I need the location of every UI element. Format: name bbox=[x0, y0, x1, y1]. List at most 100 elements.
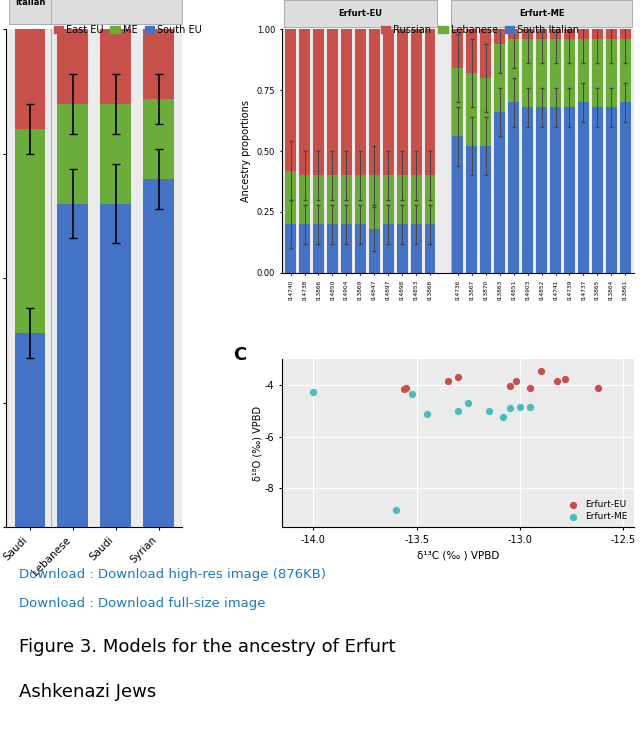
Bar bbox=[100, 29, 131, 104]
Bar bbox=[15, 29, 45, 129]
Bar bbox=[536, 29, 547, 39]
Bar bbox=[550, 39, 561, 107]
Y-axis label: δ¹⁸O (‰) VPBD: δ¹⁸O (‰) VPBD bbox=[252, 405, 262, 481]
Bar bbox=[369, 175, 380, 229]
Bar bbox=[369, 229, 380, 273]
Bar bbox=[564, 39, 575, 107]
Bar bbox=[327, 175, 338, 224]
Bar bbox=[15, 333, 45, 527]
Bar bbox=[620, 39, 630, 103]
Erfurt-EU bbox=[560, 373, 570, 385]
Erfurt-EU bbox=[442, 375, 452, 387]
Bar bbox=[550, 29, 561, 39]
Bar bbox=[355, 175, 365, 224]
Bar bbox=[327, 224, 338, 273]
Bar bbox=[536, 39, 547, 107]
Text: P=0.71: P=0.71 bbox=[459, 4, 463, 24]
Bar bbox=[327, 29, 338, 175]
Text: P=0.78: P=0.78 bbox=[417, 4, 422, 24]
Bar bbox=[481, 29, 492, 78]
Bar bbox=[341, 224, 352, 273]
Erfurt-EU bbox=[552, 375, 563, 387]
Text: Erfurt-ME: Erfurt-ME bbox=[519, 9, 564, 18]
Bar bbox=[508, 103, 519, 273]
Text: P=0.09: P=0.09 bbox=[500, 4, 506, 24]
Text: P=0.53: P=0.53 bbox=[570, 4, 575, 24]
Text: P=0.44: P=0.44 bbox=[319, 4, 324, 24]
Bar bbox=[411, 175, 422, 224]
Text: Figure 3. Models for the ancestry of Erfurt: Figure 3. Models for the ancestry of Erf… bbox=[19, 638, 396, 656]
Bar bbox=[285, 29, 296, 171]
Bar bbox=[383, 224, 394, 273]
FancyBboxPatch shape bbox=[51, 0, 182, 24]
Bar bbox=[355, 224, 365, 273]
Bar bbox=[299, 175, 310, 224]
Bar bbox=[452, 136, 463, 273]
Bar bbox=[285, 224, 296, 273]
Text: P=0.61: P=0.61 bbox=[626, 4, 631, 24]
Bar bbox=[578, 39, 589, 103]
Bar bbox=[522, 107, 533, 273]
Bar bbox=[467, 146, 477, 273]
Erfurt-ME bbox=[499, 411, 509, 423]
Text: P=0.73: P=0.73 bbox=[556, 4, 561, 24]
Bar bbox=[522, 29, 533, 39]
Bar bbox=[564, 29, 575, 39]
Text: South Italian: South Italian bbox=[84, 0, 150, 1]
Erfurt-ME bbox=[452, 405, 463, 417]
Bar bbox=[58, 104, 88, 204]
Text: P=0.49: P=0.49 bbox=[542, 4, 547, 24]
Text: P=0.53: P=0.53 bbox=[472, 4, 477, 24]
Bar bbox=[467, 73, 477, 146]
Bar bbox=[424, 29, 435, 175]
Bar bbox=[578, 29, 589, 39]
Bar bbox=[592, 107, 603, 273]
Erfurt-ME bbox=[504, 402, 515, 414]
Erfurt-ME bbox=[484, 405, 494, 417]
Text: P=0.21: P=0.21 bbox=[161, 0, 170, 17]
Bar bbox=[143, 99, 174, 179]
Bar bbox=[143, 179, 174, 527]
Text: Download : Download high-res image (876KB): Download : Download high-res image (876K… bbox=[19, 568, 326, 581]
Bar bbox=[58, 29, 88, 104]
Bar bbox=[522, 39, 533, 107]
Bar bbox=[285, 171, 296, 224]
Bar bbox=[424, 224, 435, 273]
Text: Erfurt-EU: Erfurt-EU bbox=[339, 9, 382, 18]
Bar bbox=[467, 29, 477, 73]
Text: P=0.17: P=0.17 bbox=[584, 4, 589, 24]
Bar bbox=[592, 29, 603, 39]
Text: P=0.16: P=0.16 bbox=[347, 4, 352, 24]
Erfurt-ME bbox=[308, 386, 318, 397]
Erfurt-EU bbox=[452, 372, 463, 383]
Bar bbox=[15, 129, 45, 333]
Bar bbox=[313, 224, 324, 273]
Bar bbox=[411, 29, 422, 175]
Erfurt-EU bbox=[399, 383, 410, 395]
Erfurt-ME bbox=[407, 388, 417, 400]
Bar bbox=[397, 29, 408, 175]
Bar bbox=[578, 103, 589, 273]
Bar bbox=[424, 175, 435, 224]
Text: P=0.36: P=0.36 bbox=[118, 0, 127, 17]
Erfurt-ME bbox=[515, 401, 525, 413]
Bar bbox=[100, 104, 131, 204]
Text: P=0.15: P=0.15 bbox=[32, 0, 41, 17]
Bar bbox=[383, 175, 394, 224]
Bar bbox=[411, 224, 422, 273]
Text: P=0.86: P=0.86 bbox=[529, 4, 533, 24]
Bar bbox=[550, 107, 561, 273]
Text: P=0.72: P=0.72 bbox=[305, 4, 310, 24]
Text: P=0.07: P=0.07 bbox=[612, 4, 617, 24]
Bar bbox=[494, 44, 505, 112]
Bar bbox=[592, 39, 603, 107]
X-axis label: δ¹³C (‰ ) VPBD: δ¹³C (‰ ) VPBD bbox=[417, 550, 499, 561]
Text: P=0.96: P=0.96 bbox=[389, 4, 394, 24]
Bar bbox=[508, 39, 519, 103]
Bar bbox=[383, 29, 394, 175]
Bar bbox=[369, 29, 380, 175]
Erfurt-ME bbox=[391, 504, 401, 516]
Bar bbox=[313, 29, 324, 175]
Text: P=0.32: P=0.32 bbox=[75, 0, 84, 17]
FancyBboxPatch shape bbox=[8, 0, 51, 24]
